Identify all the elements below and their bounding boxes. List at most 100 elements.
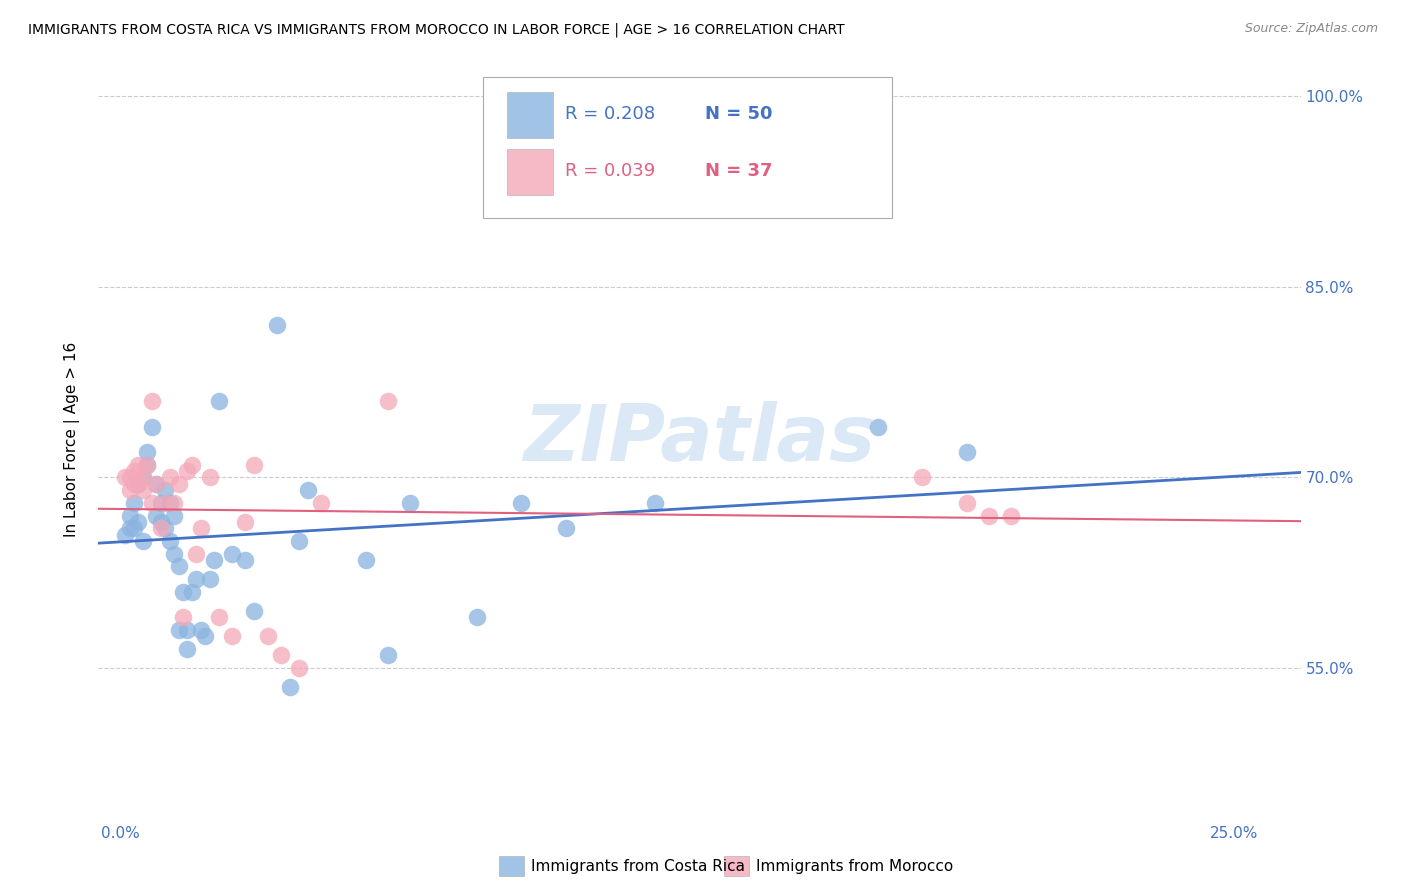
Point [172, 584, 194, 599]
Point [176, 642, 198, 657]
Point [977, 508, 1000, 523]
FancyBboxPatch shape [508, 92, 553, 138]
Point [554, 521, 576, 535]
Point [118, 483, 141, 498]
Point [145, 476, 167, 491]
Point [256, 629, 278, 643]
Point [114, 527, 136, 541]
Point [172, 610, 194, 624]
Point [198, 572, 221, 586]
Point [180, 584, 202, 599]
FancyBboxPatch shape [508, 150, 553, 195]
Point [136, 458, 159, 472]
Point [127, 515, 149, 529]
Point [122, 496, 145, 510]
Point [127, 476, 149, 491]
Point [180, 458, 202, 472]
Text: ZIPatlas: ZIPatlas [523, 401, 876, 477]
Point [141, 496, 163, 510]
Text: R = 0.208: R = 0.208 [565, 104, 655, 123]
Point [955, 445, 977, 459]
Point [221, 547, 243, 561]
Point [198, 470, 221, 484]
Text: N = 37: N = 37 [706, 161, 773, 180]
Point [167, 623, 190, 637]
Point [186, 572, 208, 586]
Point [202, 553, 225, 567]
Point [266, 318, 288, 332]
Point [911, 470, 934, 484]
Point [510, 496, 533, 510]
Text: IMMIGRANTS FROM COSTA RICA VS IMMIGRANTS FROM MOROCCO IN LABOR FORCE | AGE > 16 : IMMIGRANTS FROM COSTA RICA VS IMMIGRANTS… [28, 22, 845, 37]
Point [309, 496, 332, 510]
Point [149, 496, 172, 510]
Point [122, 476, 145, 491]
Point [955, 496, 977, 510]
Point [208, 610, 231, 624]
Point [176, 623, 198, 637]
Point [163, 496, 186, 510]
Text: R = 0.039: R = 0.039 [565, 161, 655, 180]
Point [644, 496, 666, 510]
Point [141, 394, 163, 409]
Point [163, 547, 186, 561]
Point [132, 533, 155, 548]
Text: Immigrants from Costa Rica: Immigrants from Costa Rica [531, 859, 745, 873]
Point [127, 476, 149, 491]
Point [465, 610, 488, 624]
Point [136, 445, 159, 459]
Point [399, 496, 422, 510]
Point [159, 496, 181, 510]
Point [114, 470, 136, 484]
Point [176, 464, 198, 478]
Point [141, 419, 163, 434]
Point [167, 559, 190, 574]
Point [149, 521, 172, 535]
Text: Source: ZipAtlas.com: Source: ZipAtlas.com [1244, 22, 1378, 36]
Point [153, 483, 177, 498]
Point [190, 623, 212, 637]
FancyBboxPatch shape [484, 77, 891, 219]
Point [186, 547, 208, 561]
Point [127, 458, 149, 472]
Point [132, 470, 155, 484]
Point [1000, 508, 1022, 523]
Point [118, 508, 141, 523]
Point [354, 553, 377, 567]
Point [153, 521, 177, 535]
Point [194, 629, 217, 643]
Text: Immigrants from Morocco: Immigrants from Morocco [756, 859, 953, 873]
Point [118, 470, 141, 484]
Point [243, 604, 266, 618]
Point [159, 470, 181, 484]
Point [377, 394, 399, 409]
Point [866, 419, 889, 434]
Point [297, 483, 319, 498]
Point [278, 680, 301, 694]
Point [153, 496, 177, 510]
Text: N = 50: N = 50 [706, 104, 773, 123]
Point [118, 521, 141, 535]
Point [145, 476, 167, 491]
Point [270, 648, 292, 663]
Point [287, 533, 309, 548]
Point [122, 464, 145, 478]
Point [122, 521, 145, 535]
Point [208, 394, 231, 409]
Point [149, 515, 172, 529]
Point [145, 508, 167, 523]
Point [190, 521, 212, 535]
Point [221, 629, 243, 643]
Y-axis label: In Labor Force | Age > 16: In Labor Force | Age > 16 [63, 342, 80, 537]
Point [163, 508, 186, 523]
Point [243, 458, 266, 472]
Point [132, 483, 155, 498]
Point [233, 553, 256, 567]
Point [377, 648, 399, 663]
Point [159, 533, 181, 548]
Point [167, 476, 190, 491]
Point [233, 515, 256, 529]
Point [132, 470, 155, 484]
Point [287, 661, 309, 675]
Point [136, 458, 159, 472]
